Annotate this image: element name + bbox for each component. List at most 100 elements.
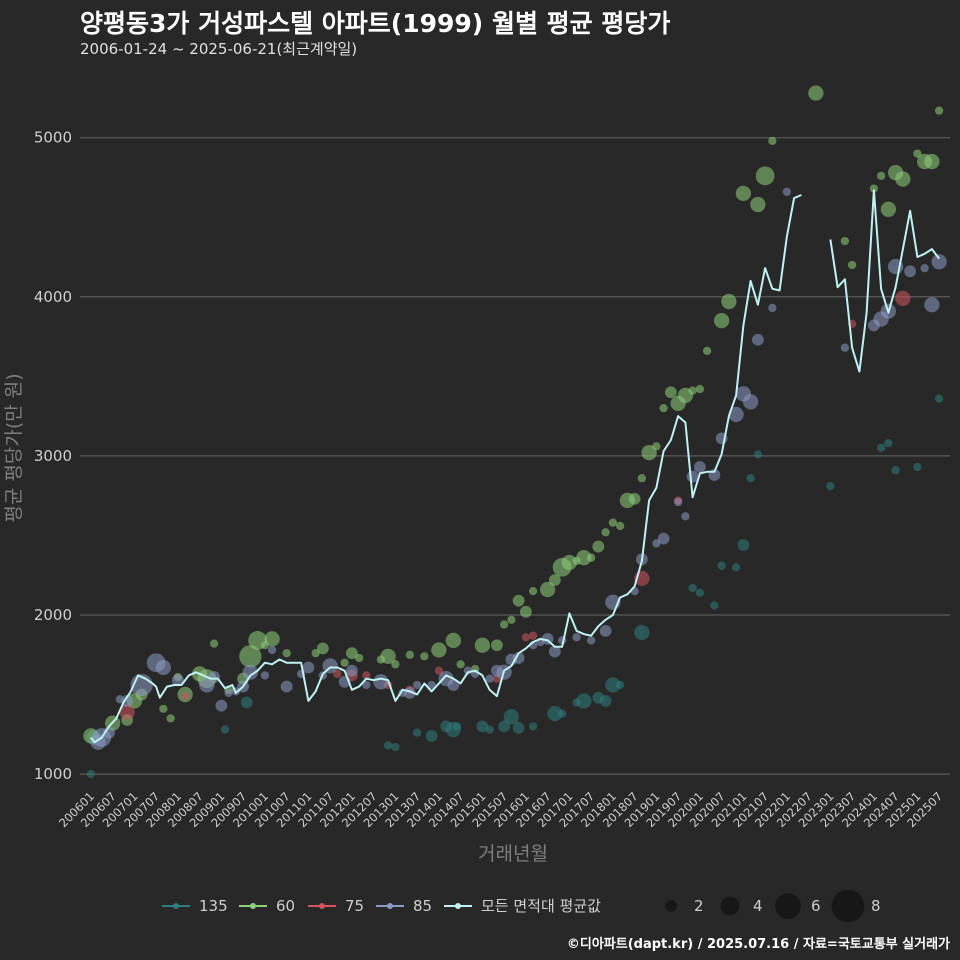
point-85 <box>121 695 134 707</box>
point-85 <box>931 254 947 270</box>
point-60 <box>876 171 886 181</box>
point-60 <box>735 185 752 202</box>
point-135 <box>412 728 422 737</box>
legend-label: 85 <box>413 897 432 915</box>
point-60 <box>869 184 879 193</box>
point-135 <box>826 481 835 491</box>
point-60 <box>576 550 592 566</box>
point-60 <box>664 386 677 399</box>
y-tick-label: 5000 <box>34 129 72 147</box>
legend-label: 모든 면적대 평균값 <box>481 897 601 915</box>
point-85 <box>267 645 277 655</box>
legend-dot <box>455 903 461 909</box>
point-85 <box>512 652 525 664</box>
point-60 <box>490 639 503 652</box>
point-85 <box>302 661 315 674</box>
point-60 <box>431 642 447 658</box>
point-60 <box>512 594 525 607</box>
legend-item: 모든 면적대 평균값 <box>444 897 601 915</box>
point-60 <box>539 581 556 598</box>
point-135 <box>695 588 705 597</box>
average-line-segment <box>90 194 802 744</box>
point-60 <box>652 442 661 451</box>
size-legend-label: 8 <box>871 897 881 915</box>
point-135 <box>576 693 592 709</box>
point-135 <box>731 563 741 572</box>
point-85 <box>412 680 422 690</box>
point-60 <box>895 171 911 187</box>
point-135 <box>688 583 697 593</box>
point-85 <box>427 680 436 690</box>
point-60 <box>755 166 775 186</box>
point-60 <box>354 653 364 663</box>
y-tick-label: 2000 <box>34 606 72 624</box>
point-85 <box>681 512 690 521</box>
point-85 <box>840 343 850 352</box>
chart-subtitle: 2006-01-24 ~ 2025-06-21(최근계약일) <box>80 40 358 58</box>
legend-dot <box>387 903 393 909</box>
point-60 <box>608 518 618 527</box>
point-135 <box>476 720 489 733</box>
point-60 <box>847 260 857 270</box>
legend: 135 60 75 85 모든 면적대 평균값 2 4 6 8 <box>162 889 881 923</box>
point-135 <box>557 709 567 718</box>
x-axis-ticks: 2006012006072007012007072008012008072009… <box>56 789 945 830</box>
point-60 <box>316 642 329 655</box>
point-85 <box>768 303 777 313</box>
point-135 <box>391 742 400 752</box>
point-85 <box>362 680 371 690</box>
point-85 <box>904 265 917 278</box>
point-135 <box>884 439 893 448</box>
point-60 <box>840 236 850 246</box>
point-60 <box>380 648 396 665</box>
point-60 <box>445 632 462 649</box>
point-135 <box>934 394 944 403</box>
point-60 <box>808 85 824 101</box>
point-85 <box>242 664 259 680</box>
point-75 <box>180 691 190 701</box>
point-85 <box>586 636 596 645</box>
point-60 <box>637 474 647 483</box>
legend-dot <box>250 903 256 909</box>
point-60 <box>528 586 538 596</box>
point-85 <box>920 263 929 273</box>
legend-item: 75 <box>308 897 364 915</box>
point-85 <box>224 688 233 698</box>
point-60 <box>499 620 509 629</box>
point-85 <box>447 679 460 691</box>
point-60 <box>768 136 777 146</box>
point-60 <box>159 704 168 714</box>
point-135 <box>615 680 625 690</box>
point-60 <box>702 346 712 356</box>
point-60 <box>391 660 400 669</box>
point-85 <box>742 394 759 410</box>
point-60 <box>750 196 766 213</box>
size-legend-label: 2 <box>694 897 704 915</box>
point-75 <box>119 704 135 720</box>
point-85 <box>345 664 358 677</box>
caption: ©디아파트(dapt.kr) / 2025.07.16 / 자료=국토교통부 실… <box>566 937 950 952</box>
point-135 <box>710 601 719 610</box>
point-60 <box>507 615 516 624</box>
point-60 <box>641 445 657 461</box>
legend-item: 60 <box>239 897 295 915</box>
point-85 <box>373 674 389 690</box>
point-60 <box>456 660 465 669</box>
y-tick-label: 4000 <box>34 288 72 306</box>
point-135 <box>425 730 438 742</box>
point-60 <box>628 492 641 505</box>
point-60 <box>548 574 561 586</box>
size-legend-item: 6 <box>775 893 821 919</box>
point-60 <box>239 645 262 668</box>
point-135 <box>599 695 612 707</box>
point-85 <box>728 406 744 423</box>
point-135 <box>485 725 494 734</box>
point-135 <box>240 696 253 709</box>
size-legend-circle <box>775 893 801 919</box>
point-85 <box>260 671 270 680</box>
point-75 <box>521 633 531 642</box>
legend-item: 135 <box>162 897 228 915</box>
x-axis-title: 거래년월 <box>478 843 548 865</box>
point-85 <box>548 645 561 658</box>
point-60 <box>474 637 491 653</box>
